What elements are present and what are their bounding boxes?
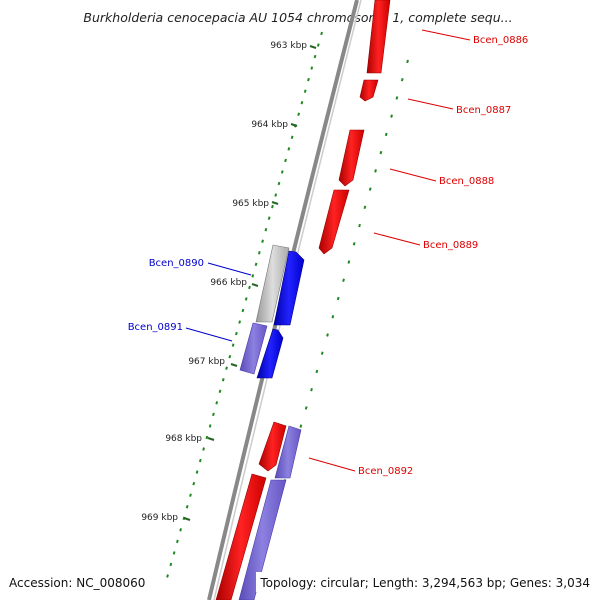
scale-label-966: 966 kbp (210, 278, 247, 288)
reverse-strand-features (215, 244, 290, 600)
gene-label-bcen-0888[interactable]: Bcen_0888 (439, 176, 494, 187)
footer-right-bg (256, 572, 600, 592)
scale-label-968: 968 kbp (165, 434, 202, 444)
scale-tick (309, 45, 317, 49)
gene-labels: Bcen_0886 Bcen_0887 Bcen_0888 Bcen_0889 … (128, 35, 529, 477)
gene-feature-left-0892[interactable] (258, 421, 287, 472)
scale-label-967: 967 kbp (188, 357, 225, 367)
footer-left-bg (0, 572, 150, 592)
selected-feature[interactable] (255, 244, 290, 323)
rna-feature-bcen-0891[interactable] (239, 322, 268, 375)
scale-label-965: 965 kbp (232, 199, 269, 209)
leader-bcen-0892 (308, 457, 356, 472)
gene-feature-bcen-0887[interactable] (359, 79, 379, 102)
scale-tick (251, 283, 259, 287)
scale-tick (290, 123, 298, 127)
scale-tick-marks (183, 45, 317, 521)
gene-label-bcen-0892[interactable]: Bcen_0892 (358, 466, 413, 477)
leader-bcen-0889 (373, 232, 421, 246)
rna-feature-bcen-0892[interactable] (274, 425, 302, 479)
gene-leader-lines (185, 29, 471, 472)
gene-label-bcen-0887[interactable]: Bcen_0887 (456, 105, 511, 116)
gene-feature-bcen-0891[interactable] (256, 328, 284, 379)
gene-feature-bcen-0889[interactable] (318, 189, 350, 255)
rna-feature-lower[interactable] (238, 479, 287, 600)
gene-label-bcen-0889[interactable]: Bcen_0889 (423, 240, 478, 251)
gene-label-bcen-0891[interactable]: Bcen_0891 (128, 322, 183, 333)
scale-labels: 963 kbp 964 kbp 965 kbp 966 kbp 967 kbp … (141, 41, 307, 523)
gene-feature-bcen-0888[interactable] (338, 129, 365, 187)
forward-strand-features (238, 0, 391, 600)
scale-tick (183, 517, 191, 521)
scale-tick (271, 201, 279, 205)
gene-feature-left-lower[interactable] (215, 473, 267, 600)
leader-bcen-0890 (207, 262, 252, 276)
scale-tick (207, 437, 215, 441)
accession-label: Accession: NC_008060 (9, 576, 145, 590)
scale-label-963: 963 kbp (270, 41, 307, 51)
genome-summary: Topology: circular; Length: 3,294,563 bp… (259, 576, 590, 590)
gene-feature-bcen-0890[interactable] (273, 250, 305, 326)
scale-label-969: 969 kbp (141, 513, 178, 523)
leader-bcen-0888 (389, 168, 437, 182)
map-title: Burkholderia cenocepacia AU 1054 chromos… (83, 10, 512, 25)
gene-label-bcen-0886[interactable]: Bcen_0886 (473, 35, 528, 46)
scale-label-964: 964 kbp (251, 120, 288, 130)
scale-track (164, 31, 323, 586)
leader-bcen-0886 (421, 29, 471, 41)
gene-label-bcen-0890[interactable]: Bcen_0890 (149, 258, 204, 269)
leader-bcen-0887 (407, 98, 454, 110)
scale-tick (230, 363, 238, 367)
leader-bcen-0891 (185, 327, 233, 342)
gene-feature-bcen-0886[interactable] (366, 0, 391, 74)
